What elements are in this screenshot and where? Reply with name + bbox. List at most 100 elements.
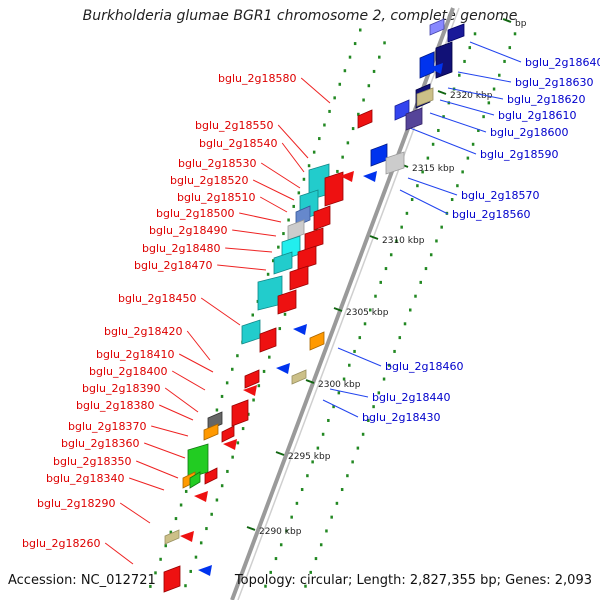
forward-gene-label: bglu_2g18500 <box>156 207 234 220</box>
tick-mark <box>502 18 512 23</box>
forward-label-leader <box>178 353 214 373</box>
reverse-gene <box>309 331 325 351</box>
track-dot <box>419 280 422 284</box>
track-dot <box>377 391 381 395</box>
forward-gene-label: bglu_2g18530 <box>178 157 256 170</box>
forward-gene-label: bglu_2g18510 <box>177 191 255 204</box>
track-dot <box>405 211 409 215</box>
forward-gene-label: bglu_2g18360 <box>61 437 139 450</box>
track-dot <box>159 557 162 561</box>
track-dot <box>220 394 224 398</box>
reverse-gene <box>370 143 388 167</box>
track-dot <box>437 128 440 132</box>
forward-label-leader <box>259 196 288 213</box>
reverse-gene-label: bglu_2g18440 <box>372 391 450 404</box>
reverse-gene-label: bglu_2g18630 <box>515 76 593 89</box>
reverse-gene <box>429 18 445 36</box>
track-dot <box>458 73 461 77</box>
forward-label-leader <box>260 162 301 189</box>
track-dot <box>416 184 419 188</box>
dotted-guides <box>149 28 517 588</box>
track-dot <box>353 42 357 46</box>
reverse-gene-label: bglu_2g18460 <box>385 360 463 373</box>
reverse-label-leader <box>469 41 522 63</box>
reverse-gene <box>385 151 405 175</box>
forward-gene-arrow <box>340 171 354 182</box>
forward-label-leader <box>277 124 309 159</box>
track-dot <box>341 155 344 159</box>
reverse-gene-label: bglu_2g18640 <box>525 56 600 69</box>
track-dot <box>374 294 377 298</box>
track-dot <box>393 349 396 353</box>
track-dot <box>292 204 295 208</box>
track-dot <box>346 474 349 478</box>
track-dot <box>362 98 365 102</box>
forward-label-leader <box>151 425 189 437</box>
reverse-gene <box>416 87 434 107</box>
track-dot <box>378 55 381 59</box>
tick-mark <box>333 307 343 312</box>
forward-gene-arrow <box>180 531 194 542</box>
forward-gene-label: bglu_2g18470 <box>134 259 212 272</box>
forward-gene <box>189 471 201 489</box>
track-dot <box>277 245 280 249</box>
track-dot <box>279 543 283 547</box>
track-dot <box>174 517 178 521</box>
tick-mark <box>437 90 447 95</box>
track-dot <box>323 123 326 127</box>
track-dot <box>353 349 356 353</box>
track-dot <box>205 527 208 531</box>
forward-label-leader <box>129 477 165 491</box>
track-dot <box>179 503 183 507</box>
track-dot <box>300 488 304 492</box>
track-dot <box>442 115 445 119</box>
forward-label-leader <box>232 229 277 237</box>
track-dot <box>343 69 347 73</box>
forward-gene <box>244 369 260 389</box>
track-dot <box>348 55 352 59</box>
forward-gene <box>297 245 317 271</box>
track-dot <box>225 381 229 385</box>
forward-label-leader <box>158 404 194 421</box>
forward-gene <box>221 425 235 443</box>
forward-gene-label: bglu_2g18540 <box>199 137 277 150</box>
track-dot <box>503 59 506 63</box>
track-dot <box>498 73 501 77</box>
track-dot <box>336 169 339 173</box>
track-dot <box>477 128 480 132</box>
track-dot <box>357 112 360 116</box>
track-dot <box>351 127 355 131</box>
reverse-gene-label: bglu_2g18600 <box>490 126 568 139</box>
track-dot <box>379 280 382 284</box>
forward-gene-label: bglu_2g18260 <box>22 537 100 550</box>
genome-summary-text: Topology: circular; Length: 2,827,355 bp… <box>234 573 592 588</box>
track-dot <box>426 156 430 160</box>
track-dot <box>487 101 491 105</box>
reverse-gene <box>419 51 435 79</box>
track-dot <box>210 512 213 516</box>
track-dot <box>220 484 224 488</box>
reverse-gene-arrow <box>198 565 212 576</box>
track-dot <box>471 142 475 146</box>
forward-gene-label: bglu_2g18340 <box>46 472 124 485</box>
forward-gene-label: bglu_2g18400 <box>89 365 167 378</box>
track-dot <box>395 239 398 243</box>
forward-gene-label: bglu_2g18370 <box>68 420 146 433</box>
forward-gene-label: bglu_2g18380 <box>76 399 154 412</box>
map-title: Burkholderia glumae BGR1 chromosome 2, c… <box>82 8 518 24</box>
track-dot <box>319 543 323 547</box>
forward-gene-label: bglu_2g18490 <box>149 224 227 237</box>
track-dot <box>262 369 266 373</box>
reverse-gene-arrow <box>293 324 307 335</box>
track-dot <box>337 391 341 395</box>
forward-gene-label: bglu_2g18420 <box>104 325 182 338</box>
track-dot <box>268 355 271 359</box>
tick-label: 2305 kbp <box>346 308 389 318</box>
track-dot <box>398 336 402 340</box>
track-dot <box>410 198 414 202</box>
reverse-label-leader <box>407 177 458 196</box>
track-dot <box>194 555 198 559</box>
track-dot <box>333 96 336 100</box>
forward-label-leader <box>281 142 305 173</box>
